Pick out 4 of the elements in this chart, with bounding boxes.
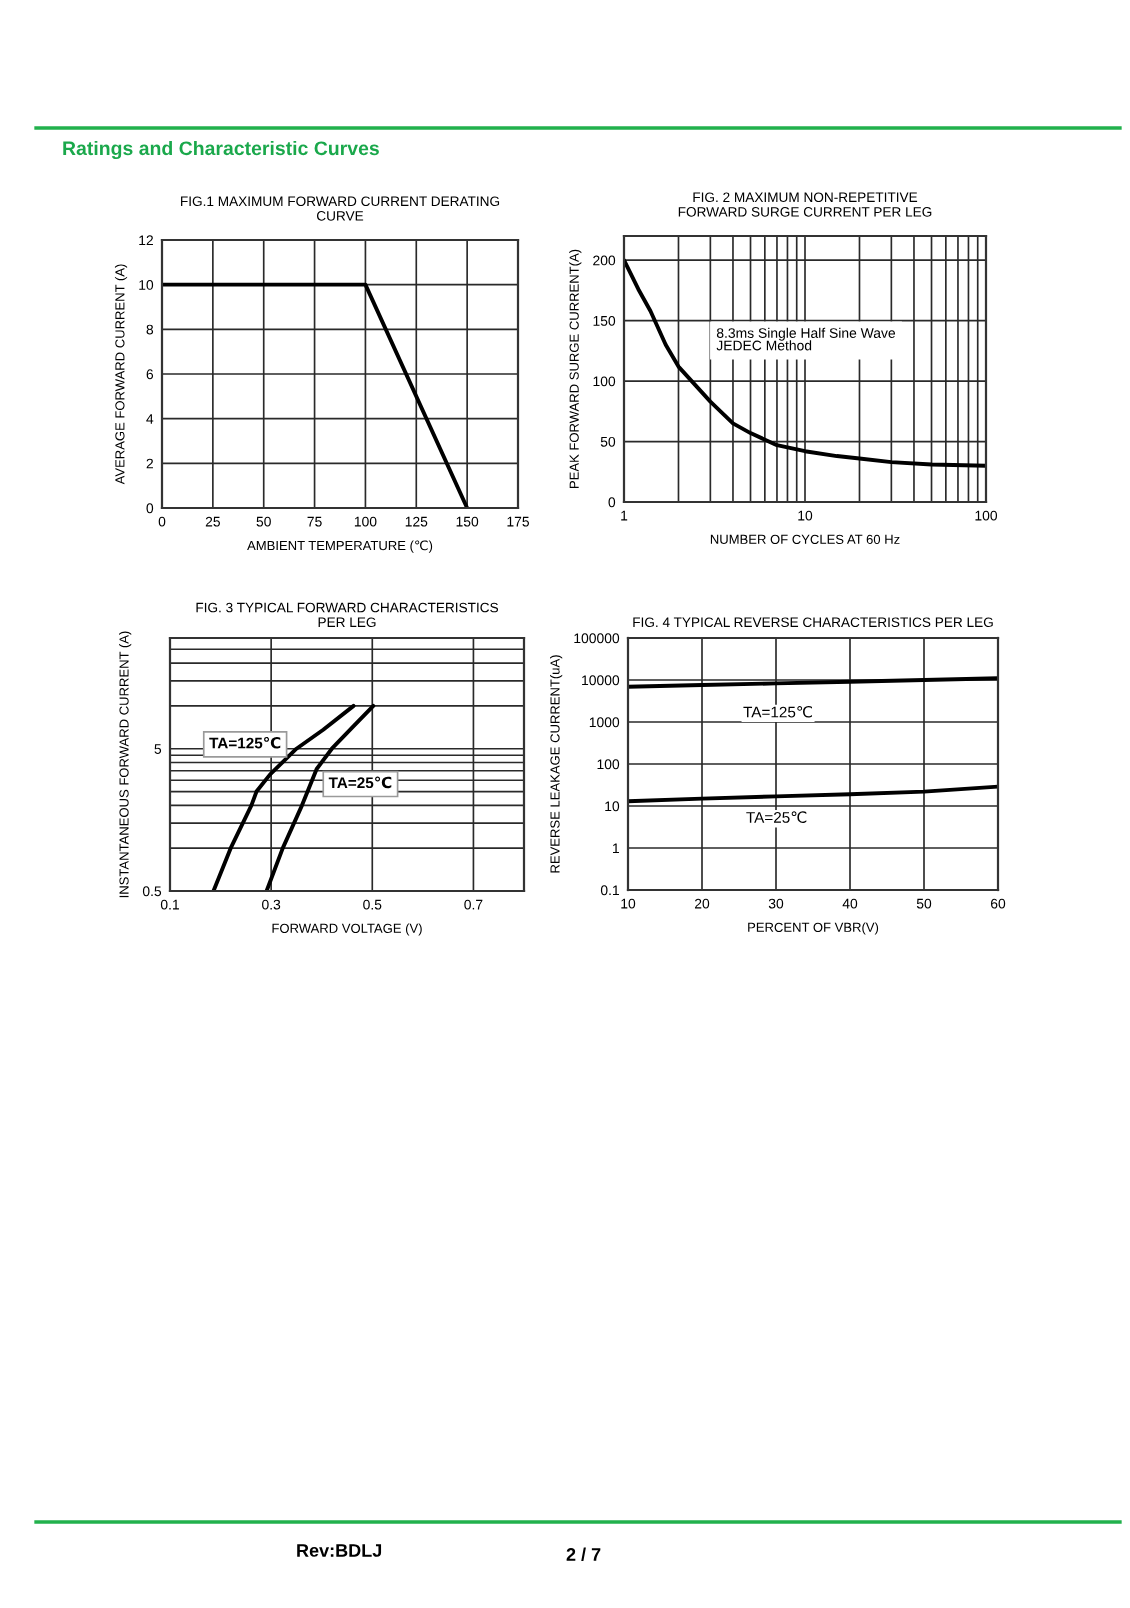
line-series: [628, 784, 998, 804]
text: Ratings and Characteristic Curves: [63, 140, 379, 160]
text: Rev:BDLJ: [297, 1544, 382, 1557]
text: 2 / 7: [566, 1547, 601, 1562]
